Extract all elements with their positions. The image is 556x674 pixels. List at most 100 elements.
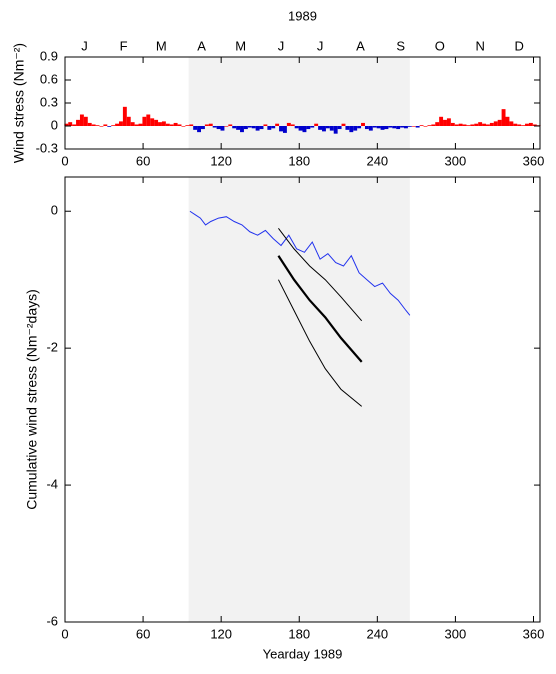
x-tick-label: 300 xyxy=(445,153,467,168)
bar xyxy=(325,126,330,129)
bar xyxy=(216,126,221,130)
bar xyxy=(197,126,201,133)
month-label: F xyxy=(120,38,128,53)
bar xyxy=(275,123,280,126)
data-line xyxy=(278,228,363,322)
bar xyxy=(181,126,186,127)
bar xyxy=(525,123,529,126)
month-label: N xyxy=(475,38,484,53)
bar xyxy=(251,126,256,129)
x-axis-label: Yearday 1989 xyxy=(263,646,343,661)
bar xyxy=(290,124,295,126)
month-label: J xyxy=(278,38,285,53)
month-label: A xyxy=(356,38,365,53)
bar xyxy=(126,116,131,126)
bar xyxy=(364,126,369,130)
bar xyxy=(517,124,522,126)
bar xyxy=(310,126,315,128)
bar xyxy=(388,126,393,128)
shaded-period xyxy=(188,57,410,149)
data-line xyxy=(277,255,363,363)
x-tick-label: 120 xyxy=(210,626,232,641)
bar xyxy=(103,124,108,126)
bar xyxy=(286,122,291,126)
bar xyxy=(462,124,467,126)
bar xyxy=(407,126,412,127)
month-label: J xyxy=(81,38,88,53)
bar xyxy=(298,126,303,131)
bar xyxy=(111,125,116,126)
x-tick-label: 360 xyxy=(523,626,545,641)
bar xyxy=(150,118,155,126)
bar xyxy=(493,121,498,126)
y-tick-label: 0 xyxy=(51,203,58,218)
bar xyxy=(333,126,338,134)
bar xyxy=(228,124,233,126)
bar xyxy=(294,126,299,129)
bar xyxy=(400,126,405,128)
bar xyxy=(458,123,463,126)
bar xyxy=(138,123,143,126)
y-tick-label: -2 xyxy=(46,340,58,355)
bar xyxy=(361,122,365,126)
y-tick-label: -0.3 xyxy=(36,140,58,155)
month-label: D xyxy=(514,38,523,53)
bar xyxy=(220,126,225,131)
bar xyxy=(329,126,334,131)
bar xyxy=(435,122,440,126)
month-label: M xyxy=(156,38,167,53)
x-tick-label: 240 xyxy=(366,153,388,168)
bar xyxy=(306,126,311,130)
bar xyxy=(431,124,436,126)
x-tick-label: 0 xyxy=(61,626,68,641)
bar xyxy=(419,125,424,126)
chart-title: 1989 xyxy=(288,8,317,23)
bar xyxy=(396,126,401,130)
bar xyxy=(165,123,170,126)
bar xyxy=(314,123,319,126)
y-tick-label: 0 xyxy=(51,117,58,132)
bar xyxy=(443,119,447,126)
bar xyxy=(142,116,147,126)
bar xyxy=(411,126,416,127)
month-label: J xyxy=(317,38,324,53)
bar xyxy=(119,121,123,126)
bar xyxy=(450,122,455,126)
bar xyxy=(521,125,526,126)
x-tick-label: 240 xyxy=(366,626,388,641)
bar xyxy=(439,116,444,126)
month-label: S xyxy=(396,38,405,53)
bar xyxy=(177,124,182,126)
bar xyxy=(302,126,307,133)
bar xyxy=(64,123,69,126)
bar xyxy=(532,124,537,126)
bar xyxy=(173,122,178,126)
shaded-period xyxy=(188,177,410,622)
bar xyxy=(72,124,77,126)
bar xyxy=(478,122,483,126)
bar xyxy=(349,126,354,133)
bar xyxy=(79,114,84,126)
month-label: M xyxy=(235,38,246,53)
x-tick-label: 0 xyxy=(61,153,68,168)
data-line xyxy=(189,210,411,316)
bar xyxy=(146,114,151,126)
bar xyxy=(337,126,342,130)
y-axis-label: Cumulative wind stress (Nm⁻²days) xyxy=(24,289,40,510)
bar xyxy=(509,121,514,126)
bar xyxy=(232,126,237,129)
bar xyxy=(423,126,428,127)
bar xyxy=(282,126,287,133)
bar xyxy=(454,124,459,126)
bar xyxy=(513,123,518,126)
bar xyxy=(204,124,209,126)
bar xyxy=(259,126,264,130)
bar xyxy=(95,125,100,126)
bar xyxy=(474,123,479,126)
bar xyxy=(193,126,198,130)
x-tick-label: 120 xyxy=(210,153,232,168)
bar xyxy=(158,122,162,126)
bar xyxy=(154,119,159,126)
bar xyxy=(404,126,408,129)
bar xyxy=(485,124,490,126)
